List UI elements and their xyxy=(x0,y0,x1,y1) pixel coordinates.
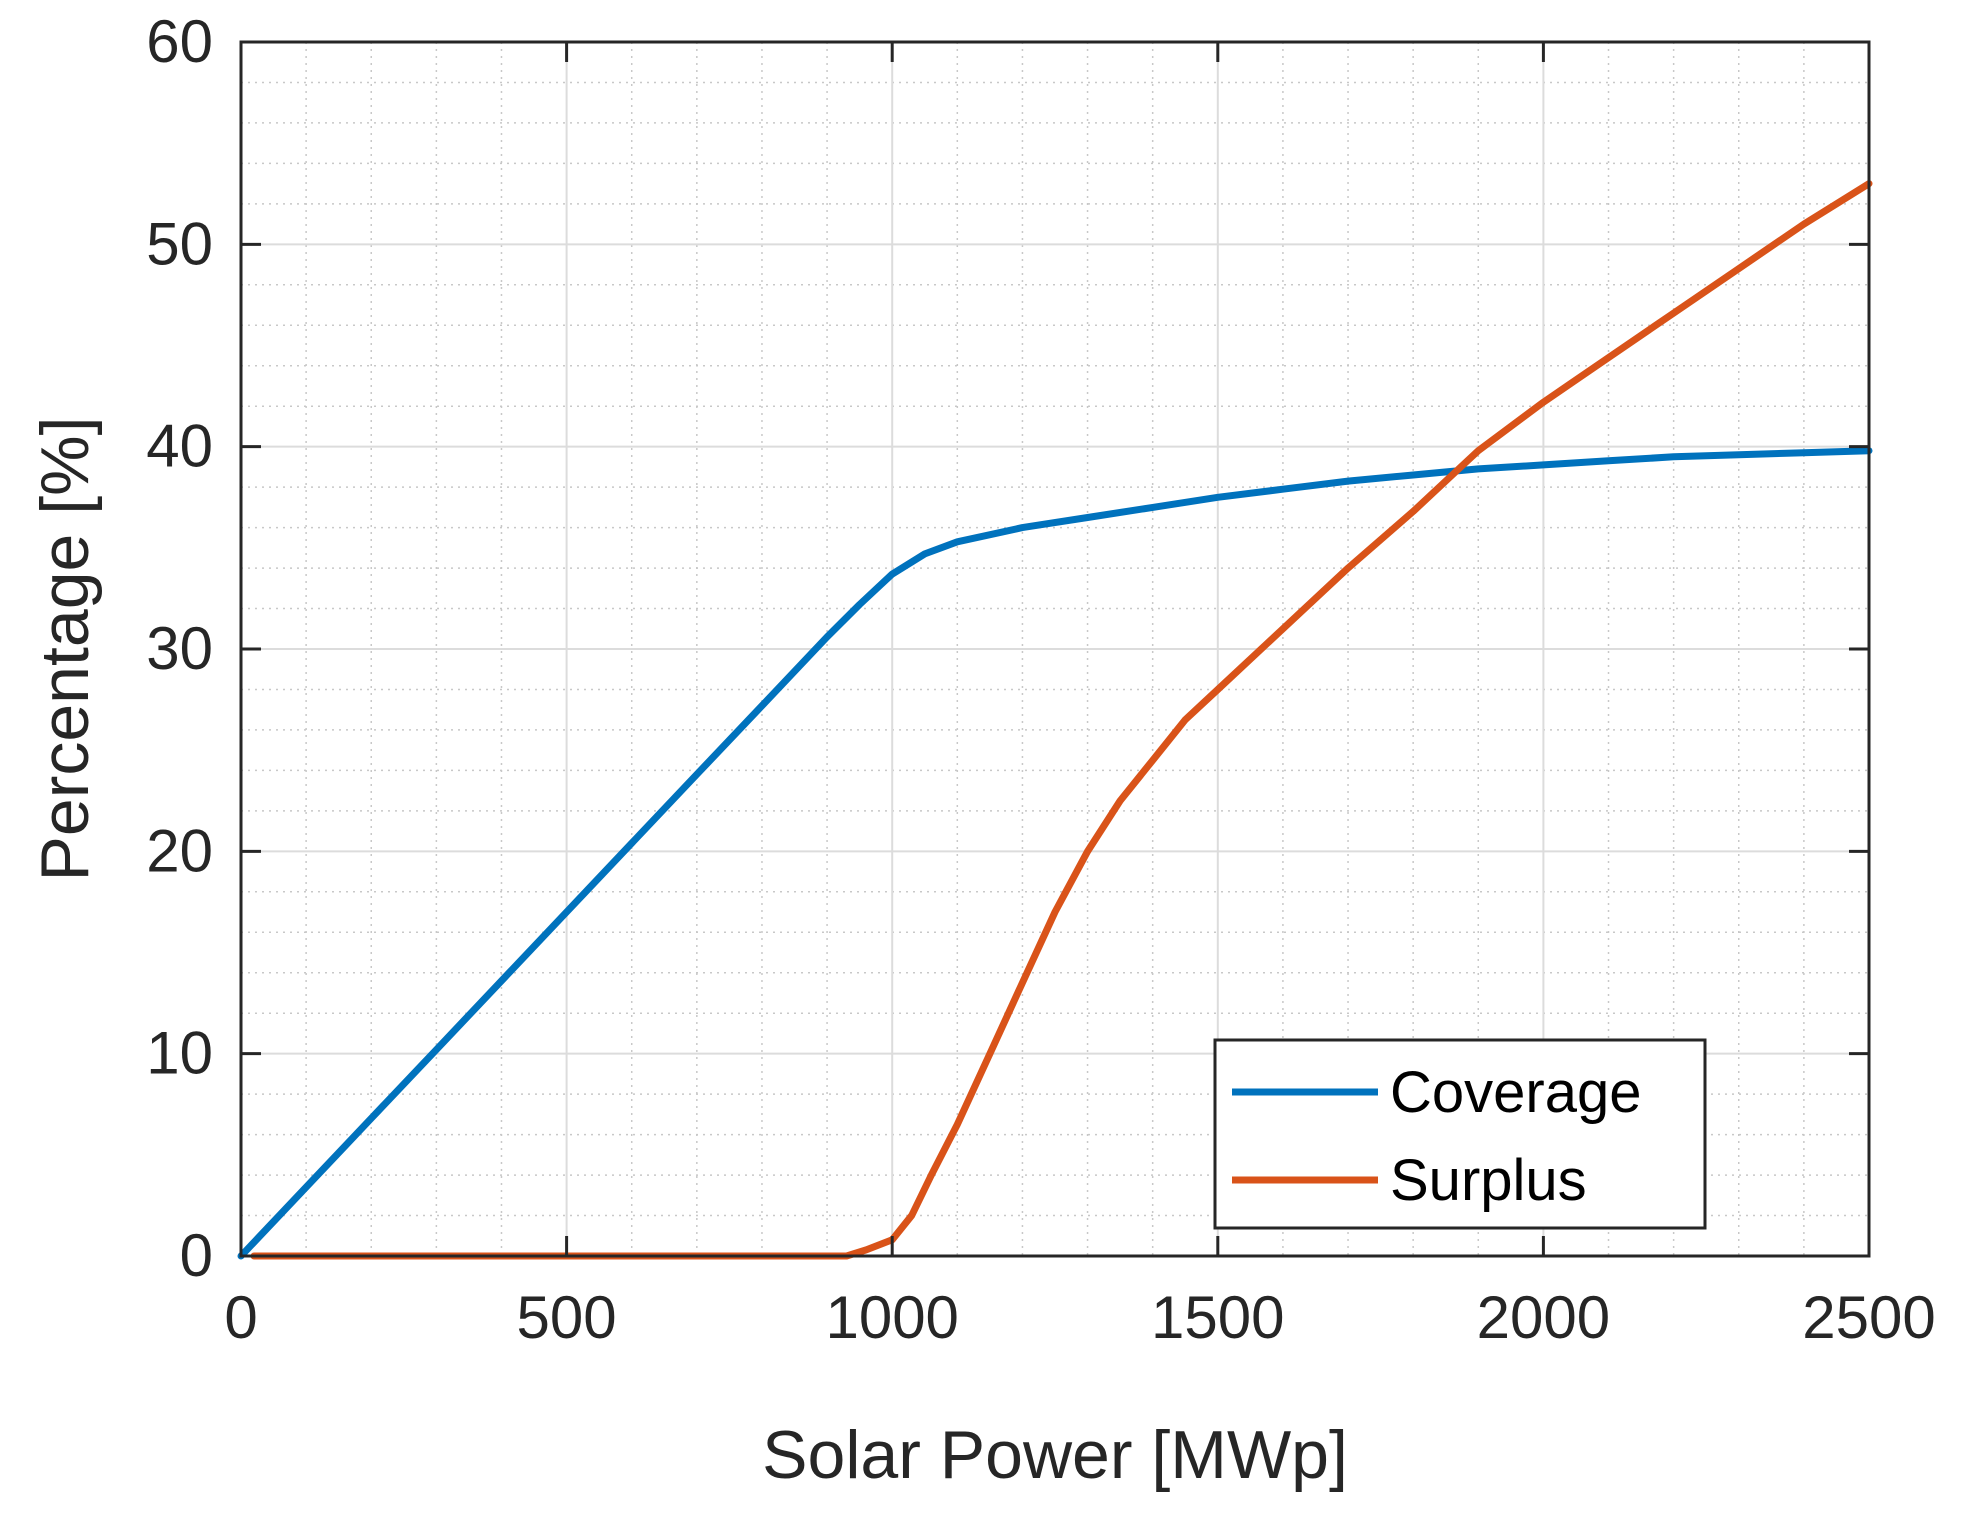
y-axis-label: Percentage [%] xyxy=(27,417,103,882)
y-tick-label: 60 xyxy=(146,8,213,75)
legend-label-surplus: Surplus xyxy=(1390,1148,1587,1213)
y-tick-label: 50 xyxy=(146,210,213,277)
x-tick-label: 2000 xyxy=(1477,1284,1610,1351)
ticks-layer xyxy=(239,40,1871,1258)
series-line-coverage xyxy=(237,447,1873,1260)
x-tick-label: 2500 xyxy=(1802,1284,1935,1351)
y-tick-label: 20 xyxy=(146,817,213,884)
x-tick-label: 1500 xyxy=(1151,1284,1284,1351)
x-axis-label: Solar Power [MWp] xyxy=(762,1417,1348,1493)
y-tick-label: 30 xyxy=(146,615,213,682)
y-tick-label: 10 xyxy=(146,1020,213,1087)
minor-grid xyxy=(241,42,1869,1256)
legend: Coverage Surplus xyxy=(1213,1038,1707,1230)
x-tick-labels: 0 500 1000 1500 2000 2500 xyxy=(224,1284,1935,1351)
legend-box xyxy=(1213,1038,1707,1230)
x-tick-label: 1000 xyxy=(825,1284,958,1351)
y-tick-label: 40 xyxy=(146,413,213,480)
x-tick-label: 500 xyxy=(517,1284,617,1351)
legend-label-coverage: Coverage xyxy=(1390,1060,1641,1125)
y-tick-labels: 0 10 20 30 40 50 60 xyxy=(146,8,213,1289)
y-tick-label: 0 xyxy=(180,1222,213,1289)
x-tick-label: 0 xyxy=(224,1284,257,1351)
